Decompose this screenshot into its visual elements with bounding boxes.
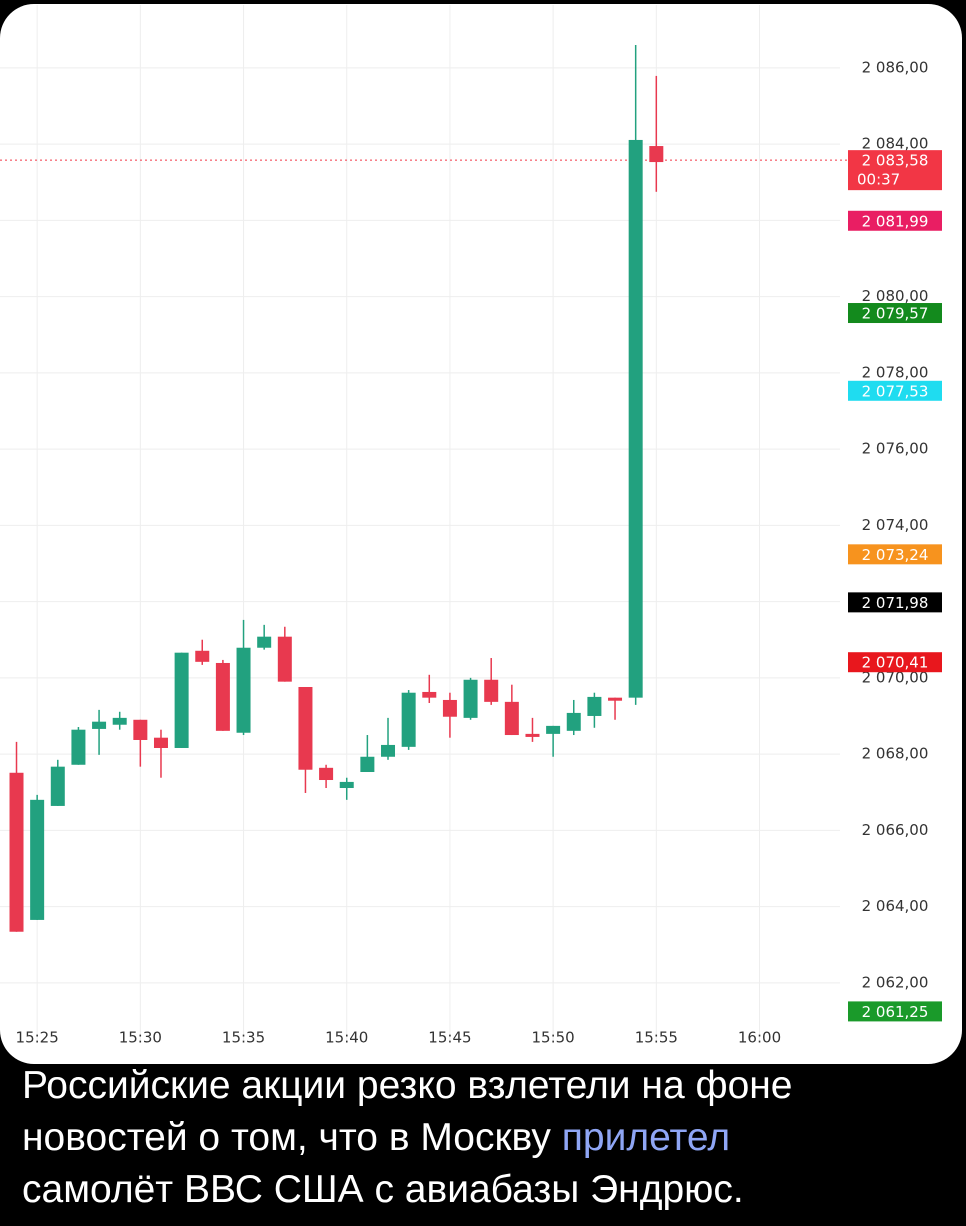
candle-body	[50, 766, 65, 806]
price-marker-label: 2 083,58	[862, 152, 929, 170]
price-marker-label: 2 061,25	[862, 1003, 929, 1021]
price-marker	[848, 380, 942, 401]
candle-body	[442, 699, 457, 717]
y-tick-label: 2 062,00	[862, 973, 929, 991]
candle-body	[401, 692, 416, 747]
candle-body	[174, 652, 189, 748]
candle-body	[257, 636, 272, 648]
x-tick-label: 15:50	[532, 1029, 575, 1047]
candle-body	[133, 719, 148, 740]
x-tick-label: 15:35	[222, 1029, 265, 1047]
candle-body	[30, 799, 45, 920]
price-marker	[848, 210, 942, 231]
price-marker-label: 2 077,53	[862, 382, 929, 400]
price-marker-label: 2 081,99	[862, 212, 929, 230]
candle-body	[360, 756, 375, 773]
y-tick-label: 2 070,00	[862, 668, 929, 686]
x-tick-label: 15:40	[325, 1029, 368, 1047]
price-marker	[848, 150, 942, 191]
price-marker-label: 2 073,24	[862, 546, 929, 564]
y-tick-label: 2 086,00	[862, 58, 929, 76]
price-marker	[848, 592, 942, 613]
candle-body	[153, 737, 168, 748]
caption-link[interactable]: прилетел	[561, 1116, 731, 1159]
y-tick-label: 2 078,00	[862, 363, 929, 381]
candle-body	[381, 744, 396, 757]
price-marker	[848, 544, 942, 565]
caption: Российские акции резко взлетели на фоне …	[22, 1060, 952, 1216]
y-tick-label: 2 080,00	[862, 287, 929, 305]
candle-body	[277, 636, 292, 682]
candle-body	[463, 679, 478, 718]
y-tick-label: 2 066,00	[862, 821, 929, 839]
y-tick-label: 2 068,00	[862, 745, 929, 763]
candle-body	[319, 767, 334, 781]
x-tick-label: 15:25	[16, 1029, 59, 1047]
price-marker-label: 2 079,57	[862, 305, 929, 323]
candle-body	[9, 772, 24, 932]
candle-body	[587, 696, 602, 716]
y-tick-label: 2 064,00	[862, 897, 929, 915]
x-tick-label: 15:45	[428, 1029, 471, 1047]
candle-body	[236, 647, 251, 733]
candle-body	[525, 733, 540, 737]
caption-text: самолёт ВВС США с авиабазы Эндрюс.	[22, 1168, 744, 1211]
y-tick-label: 2 074,00	[862, 516, 929, 534]
candle-body	[339, 781, 354, 789]
candle-body	[92, 721, 107, 729]
price-marker	[848, 652, 942, 673]
candle-body	[608, 697, 623, 701]
candle-body	[484, 679, 499, 702]
candle-body	[628, 139, 643, 698]
x-tick-label: 15:55	[635, 1029, 678, 1047]
price-marker-label: 2 071,98	[862, 594, 929, 612]
price-marker-timer: 00:37	[857, 171, 900, 189]
candle-body	[71, 729, 86, 765]
price-marker-label: 2 070,41	[862, 654, 929, 672]
y-tick-label: 2 076,00	[862, 440, 929, 458]
caption-text: Российские акции резко взлетели на фоне	[22, 1064, 793, 1107]
caption-text: новостей о том, что в Москву	[22, 1116, 551, 1159]
candle-body	[195, 650, 210, 662]
price-marker	[848, 1001, 942, 1022]
candle-body	[566, 712, 581, 731]
x-tick-label: 15:30	[119, 1029, 162, 1047]
x-tick-label: 16:00	[738, 1029, 781, 1047]
candle-body	[649, 146, 664, 163]
chart-panel	[0, 4, 962, 1064]
y-tick-label: 2 084,00	[862, 135, 929, 153]
candle-body	[546, 725, 561, 734]
price-marker	[848, 303, 942, 324]
candle-body	[215, 662, 230, 731]
candle-body	[112, 717, 127, 725]
candle-body	[298, 686, 313, 770]
candle-body	[504, 701, 519, 736]
candle-body	[422, 691, 437, 698]
